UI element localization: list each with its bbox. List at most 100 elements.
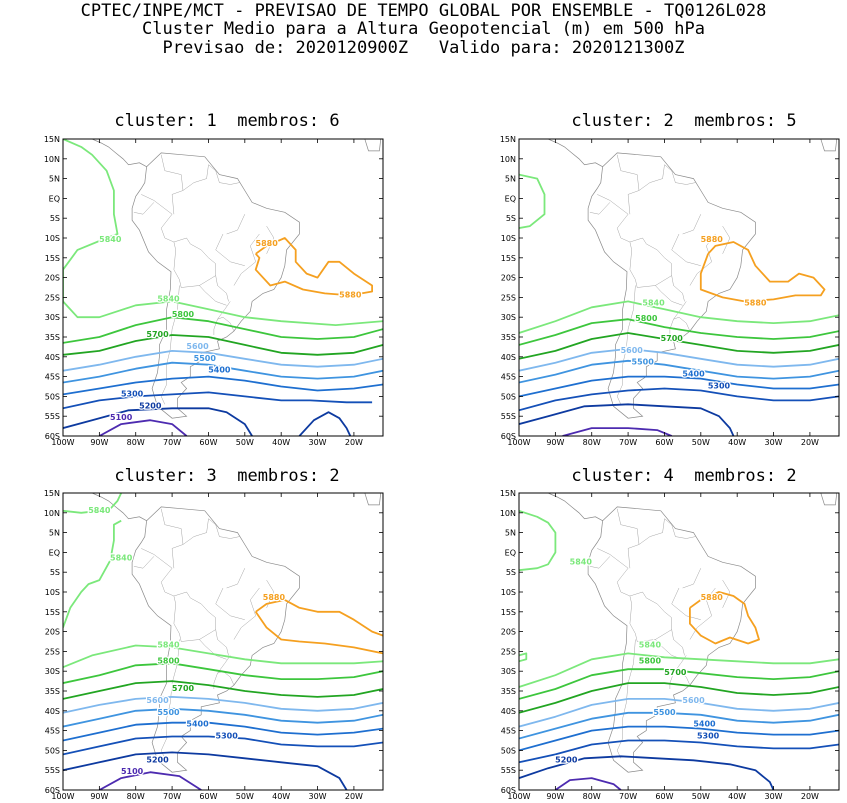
lon-label: 90W xyxy=(546,438,564,447)
lat-label: 5N xyxy=(505,175,516,184)
lat-label: 25S xyxy=(45,647,60,656)
contour-label: 5800 xyxy=(635,314,658,323)
lat-label: 60S xyxy=(501,432,516,441)
contour-5880 xyxy=(689,591,760,645)
country-border xyxy=(208,164,240,185)
lat-label: 30S xyxy=(501,313,516,322)
country-border xyxy=(215,587,245,620)
contour-5840 xyxy=(63,493,123,514)
country-border xyxy=(689,233,716,286)
country-border xyxy=(133,202,155,215)
country-border xyxy=(217,655,231,674)
lon-label: 60W xyxy=(655,438,673,447)
lon-label: 40W xyxy=(728,438,746,447)
contour-5400 xyxy=(63,721,383,742)
lon-label: 90W xyxy=(546,792,564,801)
contour-5840 xyxy=(519,652,528,663)
lat-label: 5S xyxy=(506,568,516,577)
map-1: 5840 5880 5880 5840 5800 5700 5600 5500 5400 5300… xyxy=(44,135,384,447)
contour-5880 xyxy=(699,241,826,303)
lat-label: EQ xyxy=(505,548,516,557)
contour-5600 xyxy=(63,349,383,372)
map-panel-3: cluster: 3 membros: 2 xyxy=(62,466,392,796)
contour-label: 5700 xyxy=(664,668,687,677)
contour-label: 5300 xyxy=(121,389,144,398)
country-border xyxy=(160,639,180,759)
contour-5500 xyxy=(519,711,839,740)
lon-label: 70W xyxy=(163,438,181,447)
country-border xyxy=(671,233,701,266)
country-border xyxy=(655,285,683,306)
lat-label: 50S xyxy=(45,746,60,755)
contour-5880 xyxy=(255,599,383,637)
lat-label: 10N xyxy=(44,155,60,164)
country-border xyxy=(181,629,229,656)
panel-title: cluster: 2 membros: 5 xyxy=(571,111,797,131)
lat-label: 45S xyxy=(45,373,60,382)
contour-label: 5880 xyxy=(744,298,767,307)
lat-label: 25S xyxy=(501,293,516,302)
lat-label: 15S xyxy=(501,608,516,617)
contour-label: 5600 xyxy=(186,342,209,351)
country-border xyxy=(215,233,245,266)
contour-5840 xyxy=(63,519,122,628)
lon-label: 60W xyxy=(199,438,217,447)
country-border xyxy=(141,548,173,569)
lon-label: 30W xyxy=(308,792,326,801)
lon-label: 70W xyxy=(619,438,637,447)
country-border xyxy=(616,568,632,604)
lat-label: 10N xyxy=(44,509,60,518)
contour-5500 xyxy=(63,361,383,384)
contour-5100 xyxy=(98,419,188,436)
lat-label: 15N xyxy=(500,489,516,498)
lat-label: 55S xyxy=(45,412,60,421)
country-border xyxy=(597,194,629,215)
country-border xyxy=(722,225,731,254)
lon-label: 50W xyxy=(692,792,710,801)
lat-label: EQ xyxy=(505,194,516,203)
country-border xyxy=(638,164,665,191)
map-frame xyxy=(62,138,384,437)
lat-label: 15S xyxy=(45,254,60,263)
lat-label: 55S xyxy=(501,412,516,421)
lat-label: 50S xyxy=(45,392,60,401)
contour-5800 xyxy=(519,668,839,700)
lat-label: 35S xyxy=(45,687,60,696)
lat-label: 20S xyxy=(45,274,60,283)
contour-label: 5840 xyxy=(570,557,593,566)
contour-5200 xyxy=(298,411,352,436)
lat-label: 10S xyxy=(45,234,60,243)
contour-5600 xyxy=(519,698,839,728)
country-border xyxy=(629,603,638,642)
lon-label: 30W xyxy=(764,792,782,801)
contour-5880 xyxy=(254,611,383,655)
lat-label: 40S xyxy=(501,707,516,716)
lon-label: 80W xyxy=(583,438,601,447)
coastline xyxy=(587,506,756,773)
country-border xyxy=(213,319,218,335)
contour-label: 5600 xyxy=(682,696,705,705)
country-border xyxy=(589,556,611,569)
contour-label: 5200 xyxy=(139,401,162,410)
lat-label: 35S xyxy=(501,687,516,696)
country-border xyxy=(671,587,701,620)
contour-5840 xyxy=(63,644,383,669)
lat-label: 60S xyxy=(501,786,516,795)
lat-label: 5S xyxy=(50,568,60,577)
lat-label: 25S xyxy=(501,647,516,656)
contour-5840 xyxy=(63,139,383,327)
country-border xyxy=(173,591,216,630)
country-border xyxy=(226,568,246,589)
lat-label: 45S xyxy=(501,373,516,382)
panel-title: cluster: 3 membros: 2 xyxy=(114,466,340,486)
lat-label: 50S xyxy=(501,392,516,401)
country-border xyxy=(141,194,173,215)
lon-label: 80W xyxy=(127,438,145,447)
lat-label: 55S xyxy=(45,766,60,775)
lon-label: 50W xyxy=(236,792,254,801)
contour-label: 5880 xyxy=(701,593,724,602)
country-border xyxy=(181,275,229,302)
lat-label: 40S xyxy=(501,353,516,362)
